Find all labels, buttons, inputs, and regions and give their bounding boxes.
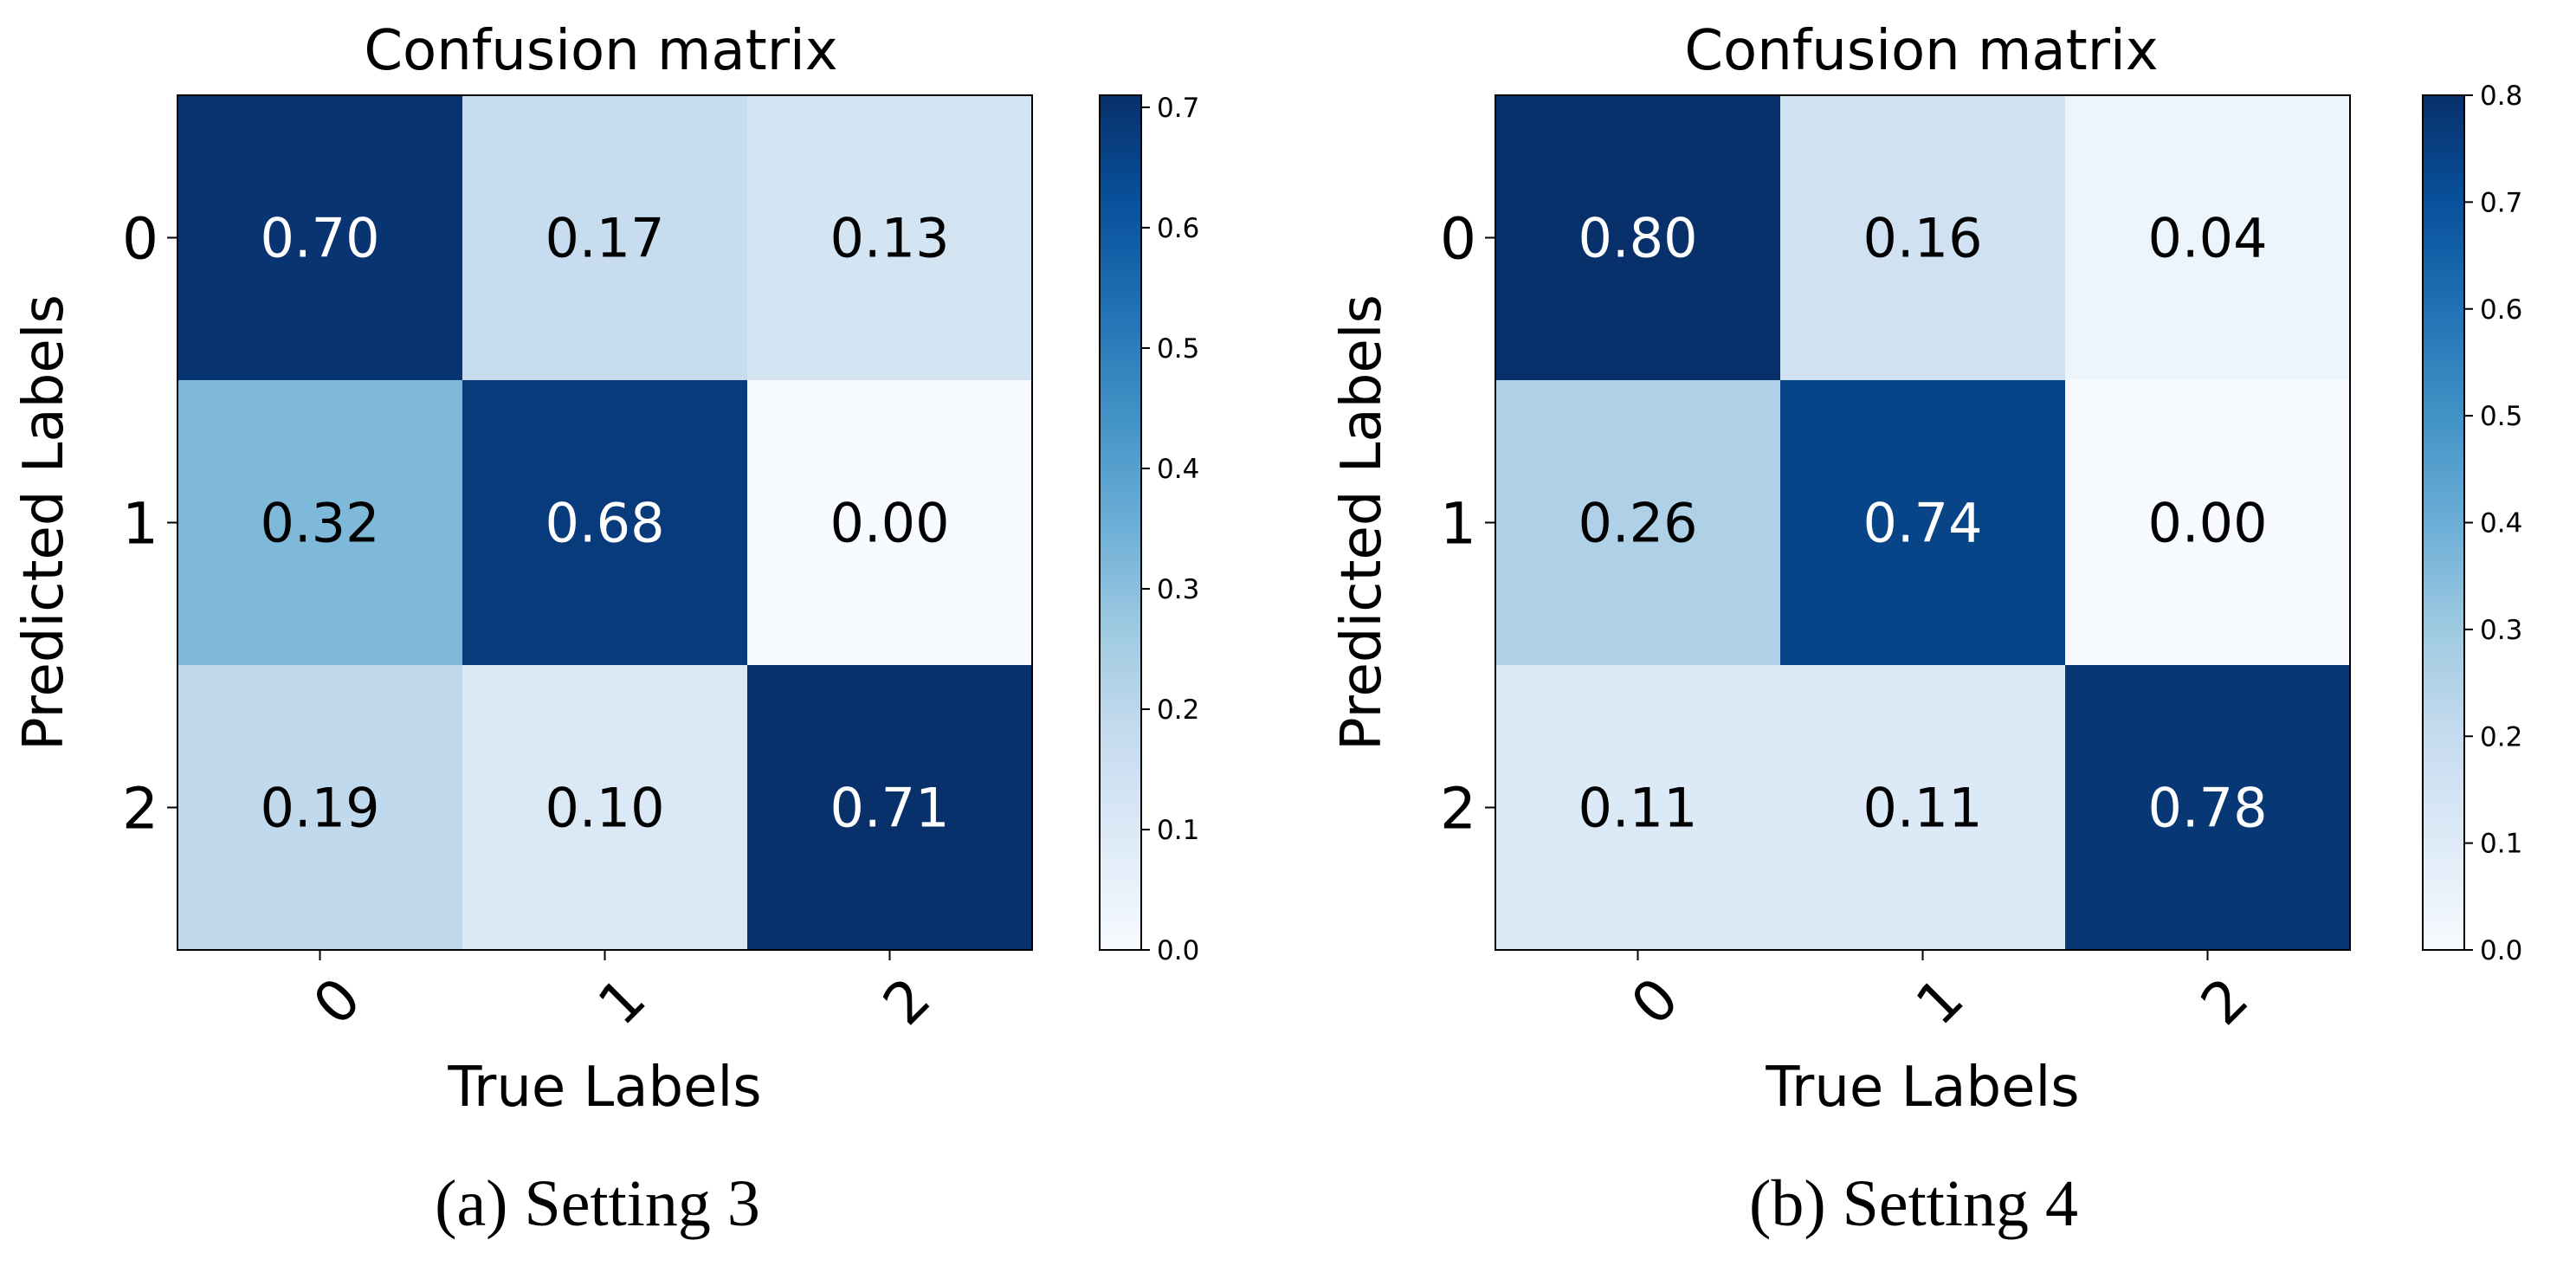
cell-value-label: 0.13: [830, 207, 949, 270]
chart-title: Confusion matrix: [1684, 19, 2158, 83]
heatmap-cell: [747, 665, 1033, 951]
y-axis-label: Predicted Labels: [1330, 294, 1394, 751]
confusion-matrix-panel-a: 0.70 0.17 0.130.32 0.68 0.000.19 0.10 0.71Conf…: [12, 19, 1199, 1240]
colorbar-tick-label: 0.1: [2480, 829, 2522, 860]
cell-value-label: 0.74: [1863, 492, 1982, 555]
heatmap-cell: [462, 95, 748, 381]
x-tick-label: 1: [585, 965, 658, 1037]
x-tick-label: 0: [1618, 965, 1691, 1037]
heatmap-cell: [462, 665, 748, 951]
x-tick-label: 0: [300, 965, 373, 1037]
colorbar-tick-label: 0.5: [1157, 333, 1199, 365]
cell-value-label: 0.00: [830, 492, 949, 555]
y-tick-label: 2: [122, 776, 158, 843]
heatmap-cell: [1780, 380, 2066, 666]
x-axis-label: True Labels: [447, 1056, 761, 1120]
y-tick-label: 0: [122, 206, 158, 273]
colorbar-tick-label: 0.1: [1157, 815, 1199, 846]
colorbar: [1099, 94, 1142, 951]
heatmap-cell: [747, 380, 1033, 666]
chart-title: Confusion matrix: [364, 19, 837, 83]
cell-value-label: 0.11: [1578, 777, 1697, 840]
heatmap-cell: [1780, 95, 2066, 381]
cell-value-label: 0.68: [545, 492, 664, 555]
colorbar-tick-label: 0.7: [1157, 93, 1199, 124]
colorbar-tick-label: 0.4: [1157, 454, 1199, 485]
cell-value-label: 0.00: [2147, 492, 2267, 555]
colorbar-tick-label: 0.3: [2480, 615, 2522, 646]
cell-value-label: 0.11: [1863, 777, 1982, 840]
heatmap-cell: [178, 380, 463, 666]
figure-caption: (b) Setting 4: [1749, 1167, 2078, 1240]
y-tick-label: 2: [1440, 776, 1476, 843]
x-axis-label: True Labels: [1765, 1056, 2079, 1120]
heatmap-cell: [178, 665, 463, 951]
colorbar-tick-label: 0.6: [2480, 294, 2522, 326]
colorbar-tick-label: 0.2: [2480, 721, 2522, 753]
colorbar-tick-label: 0.0: [2480, 935, 2522, 966]
heatmap-cell: [2065, 380, 2351, 666]
y-tick-label: 0: [1440, 206, 1476, 273]
x-tick-label: 1: [1903, 965, 1976, 1037]
cell-value-label: 0.80: [1578, 207, 1697, 270]
colorbar-tick-label: 0.6: [1157, 213, 1199, 244]
heatmap-cell: [1495, 380, 1781, 666]
colorbar-tick-label: 0.8: [2480, 81, 2522, 112]
y-axis-label: Predicted Labels: [12, 294, 76, 751]
heatmap-cell: [747, 95, 1033, 381]
y-tick-label: 1: [1440, 491, 1476, 558]
cell-value-label: 0.71: [830, 777, 949, 840]
heatmap-cell: [1780, 665, 2066, 951]
cell-value-label: 0.10: [545, 777, 664, 840]
heatmap-cell: [178, 95, 463, 381]
heatmap-cell: [462, 380, 748, 666]
x-tick-label: 2: [2188, 965, 2261, 1037]
colorbar-tick-label: 0.0: [1157, 935, 1199, 966]
colorbar-tick-label: 0.4: [2480, 508, 2522, 539]
heatmap-cell: [2065, 665, 2351, 951]
figure-caption: (a) Setting 3: [435, 1167, 760, 1240]
x-tick-label: 2: [870, 965, 943, 1037]
colorbar-tick-label: 0.5: [2480, 401, 2522, 432]
y-tick-label: 1: [122, 491, 158, 558]
colorbar-tick-label: 0.7: [2480, 187, 2522, 218]
cell-value-label: 0.17: [545, 207, 664, 270]
colorbar-tick-label: 0.3: [1157, 574, 1199, 605]
cell-value-label: 0.32: [260, 492, 379, 555]
cell-value-label: 0.16: [1863, 207, 1982, 270]
heatmap-cell: [1495, 665, 1781, 951]
colorbar-tick-label: 0.2: [1157, 694, 1199, 726]
cell-value-label: 0.19: [260, 777, 379, 840]
cell-value-label: 0.70: [260, 207, 379, 270]
colorbar: [2422, 94, 2465, 951]
confusion-matrix-panel-b: 0.80 0.16 0.040.26 0.74 0.000.11 0.11 0.78Conf…: [1330, 19, 2522, 1240]
cell-value-label: 0.26: [1578, 492, 1697, 555]
cell-value-label: 0.04: [2147, 207, 2267, 270]
heatmap-cell: [2065, 95, 2351, 381]
cell-value-label: 0.78: [2147, 777, 2267, 840]
heatmap-cell: [1495, 95, 1781, 381]
